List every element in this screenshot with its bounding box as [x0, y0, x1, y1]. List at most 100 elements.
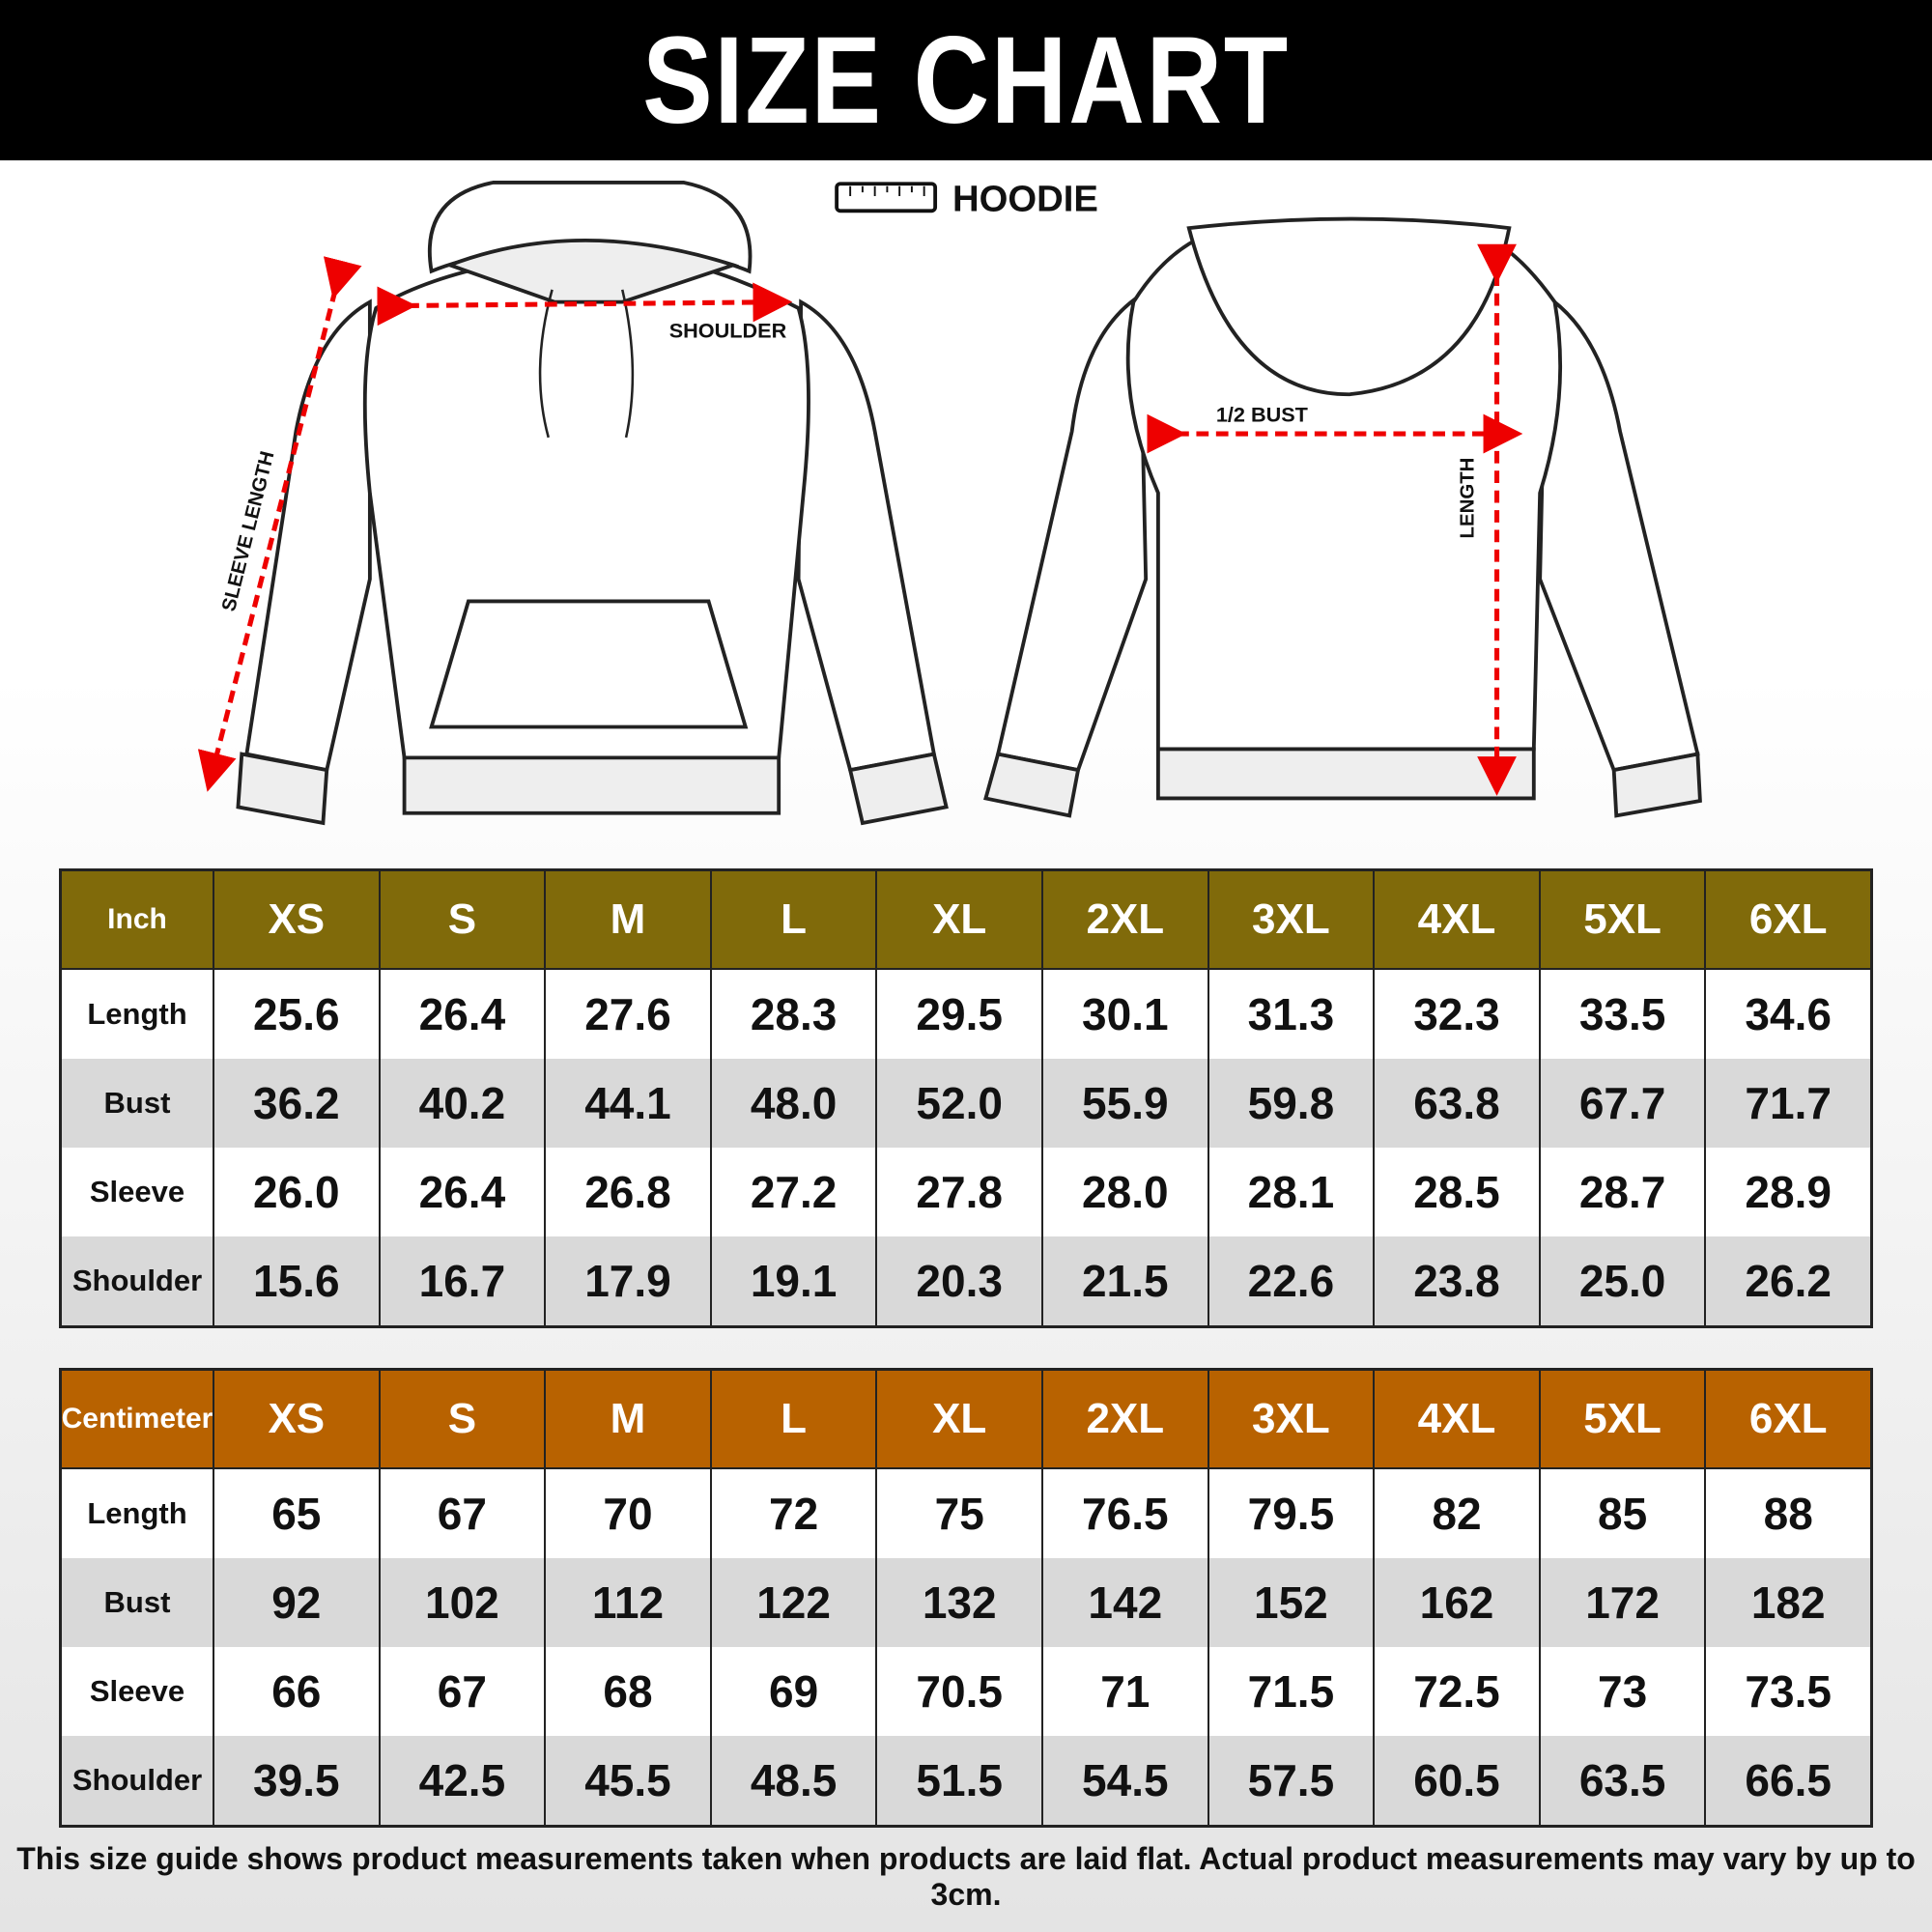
size-value: 67 [378, 1647, 545, 1736]
size-value: 28.9 [1704, 1148, 1870, 1236]
size-value: 63.8 [1373, 1059, 1539, 1148]
ruler-icon [835, 182, 938, 213]
size-value: 31.3 [1207, 970, 1374, 1059]
size-value: 71 [1041, 1647, 1208, 1736]
size-value: 55.9 [1041, 1059, 1208, 1148]
size-header: 5XL [1538, 871, 1705, 970]
size-value: 73 [1538, 1647, 1705, 1736]
row-label: Length [62, 970, 213, 1059]
size-header: M [544, 871, 710, 970]
size-value: 54.5 [1041, 1736, 1208, 1825]
size-value: 63.5 [1538, 1736, 1705, 1825]
size-value: 66 [213, 1647, 379, 1736]
size-header: 2XL [1041, 871, 1208, 970]
size-value: 19.1 [709, 1236, 876, 1325]
size-value: 68 [544, 1647, 710, 1736]
size-value: 17.9 [544, 1236, 710, 1325]
inch-table: Inch XS S M L XL 2XL 3XL 4XL 5XL 6XL Length 25.6 26.4… [59, 868, 1873, 1328]
size-value: 28.3 [709, 970, 876, 1059]
length-label: LENGTH [1457, 458, 1478, 539]
measure-arrows [197, 243, 1523, 796]
title: SIZE CHART [642, 11, 1290, 150]
size-value: 67.7 [1538, 1059, 1705, 1148]
size-value: 69 [709, 1647, 876, 1736]
size-header: S [378, 1371, 545, 1469]
size-value: 72.5 [1373, 1647, 1539, 1736]
front-hoodie [236, 181, 949, 826]
size-value: 28.5 [1373, 1148, 1539, 1236]
size-value: 67 [378, 1469, 545, 1558]
size-value: 28.1 [1207, 1148, 1374, 1236]
size-value: 66.5 [1704, 1736, 1870, 1825]
size-value: 92 [213, 1558, 379, 1647]
size-value: 36.2 [213, 1059, 379, 1148]
back-hoodie [983, 216, 1702, 818]
size-value: 152 [1207, 1558, 1374, 1647]
size-header: XS [213, 1371, 379, 1469]
size-header: M [544, 1371, 710, 1469]
size-header: 2XL [1041, 1371, 1208, 1469]
size-value: 30.1 [1041, 970, 1208, 1059]
size-value: 70.5 [875, 1647, 1041, 1736]
size-value: 27.2 [709, 1148, 876, 1236]
size-value: 48.0 [709, 1059, 876, 1148]
size-value: 26.4 [378, 1148, 545, 1236]
size-value: 71.5 [1207, 1647, 1374, 1736]
size-header: 6XL [1704, 1371, 1870, 1469]
size-value: 25.0 [1538, 1236, 1705, 1325]
row-label: Shoulder [62, 1736, 213, 1825]
size-header: 4XL [1373, 1371, 1539, 1469]
size-header: L [709, 1371, 876, 1469]
row-label: Shoulder [62, 1236, 213, 1325]
size-value: 102 [378, 1558, 545, 1647]
footer-note: This size guide shows product measuremen… [16, 1841, 1916, 1912]
size-value: 162 [1373, 1558, 1539, 1647]
size-value: 22.6 [1207, 1236, 1374, 1325]
size-value: 73.5 [1704, 1647, 1870, 1736]
size-value: 88 [1704, 1469, 1870, 1558]
size-value: 60.5 [1373, 1736, 1539, 1825]
size-value: 16.7 [378, 1236, 545, 1325]
unit-header: Inch [62, 871, 213, 970]
size-header: 5XL [1538, 1371, 1705, 1469]
size-header: 6XL [1704, 871, 1870, 970]
size-value: 29.5 [875, 970, 1041, 1059]
sleeve-label: SLEEVE LENGTH [218, 449, 278, 613]
size-value: 70 [544, 1469, 710, 1558]
size-value: 172 [1538, 1558, 1705, 1647]
cm-table: Centimeter XS S M L XL 2XL 3XL 4XL 5XL 6XL Length 65… [59, 1368, 1873, 1828]
size-value: 75 [875, 1469, 1041, 1558]
size-value: 79.5 [1207, 1469, 1374, 1558]
size-value: 28.0 [1041, 1148, 1208, 1236]
size-value: 57.5 [1207, 1736, 1374, 1825]
size-header: S [378, 871, 545, 970]
shoulder-label: SHOULDER [669, 319, 787, 343]
size-value: 27.8 [875, 1148, 1041, 1236]
size-header: XL [875, 871, 1041, 970]
header-bar: SIZE CHART [0, 0, 1932, 160]
size-value: 23.8 [1373, 1236, 1539, 1325]
row-label: Length [62, 1469, 213, 1558]
size-header: 4XL [1373, 871, 1539, 970]
size-value: 25.6 [213, 970, 379, 1059]
size-header: 3XL [1207, 871, 1374, 970]
product-label: HOODIE [952, 178, 1098, 219]
size-header: XS [213, 871, 379, 970]
size-header: L [709, 871, 876, 970]
size-header: 3XL [1207, 1371, 1374, 1469]
size-value: 26.2 [1704, 1236, 1870, 1325]
size-value: 21.5 [1041, 1236, 1208, 1325]
size-value: 65 [213, 1469, 379, 1558]
size-value: 76.5 [1041, 1469, 1208, 1558]
size-value: 26.8 [544, 1148, 710, 1236]
size-value: 122 [709, 1558, 876, 1647]
size-value: 15.6 [213, 1236, 379, 1325]
unit-header: Centimeter [62, 1371, 213, 1469]
size-value: 132 [875, 1558, 1041, 1647]
size-value: 82 [1373, 1469, 1539, 1558]
size-value: 71.7 [1704, 1059, 1870, 1148]
size-value: 26.4 [378, 970, 545, 1059]
row-label: Sleeve [62, 1647, 213, 1736]
size-value: 45.5 [544, 1736, 710, 1825]
